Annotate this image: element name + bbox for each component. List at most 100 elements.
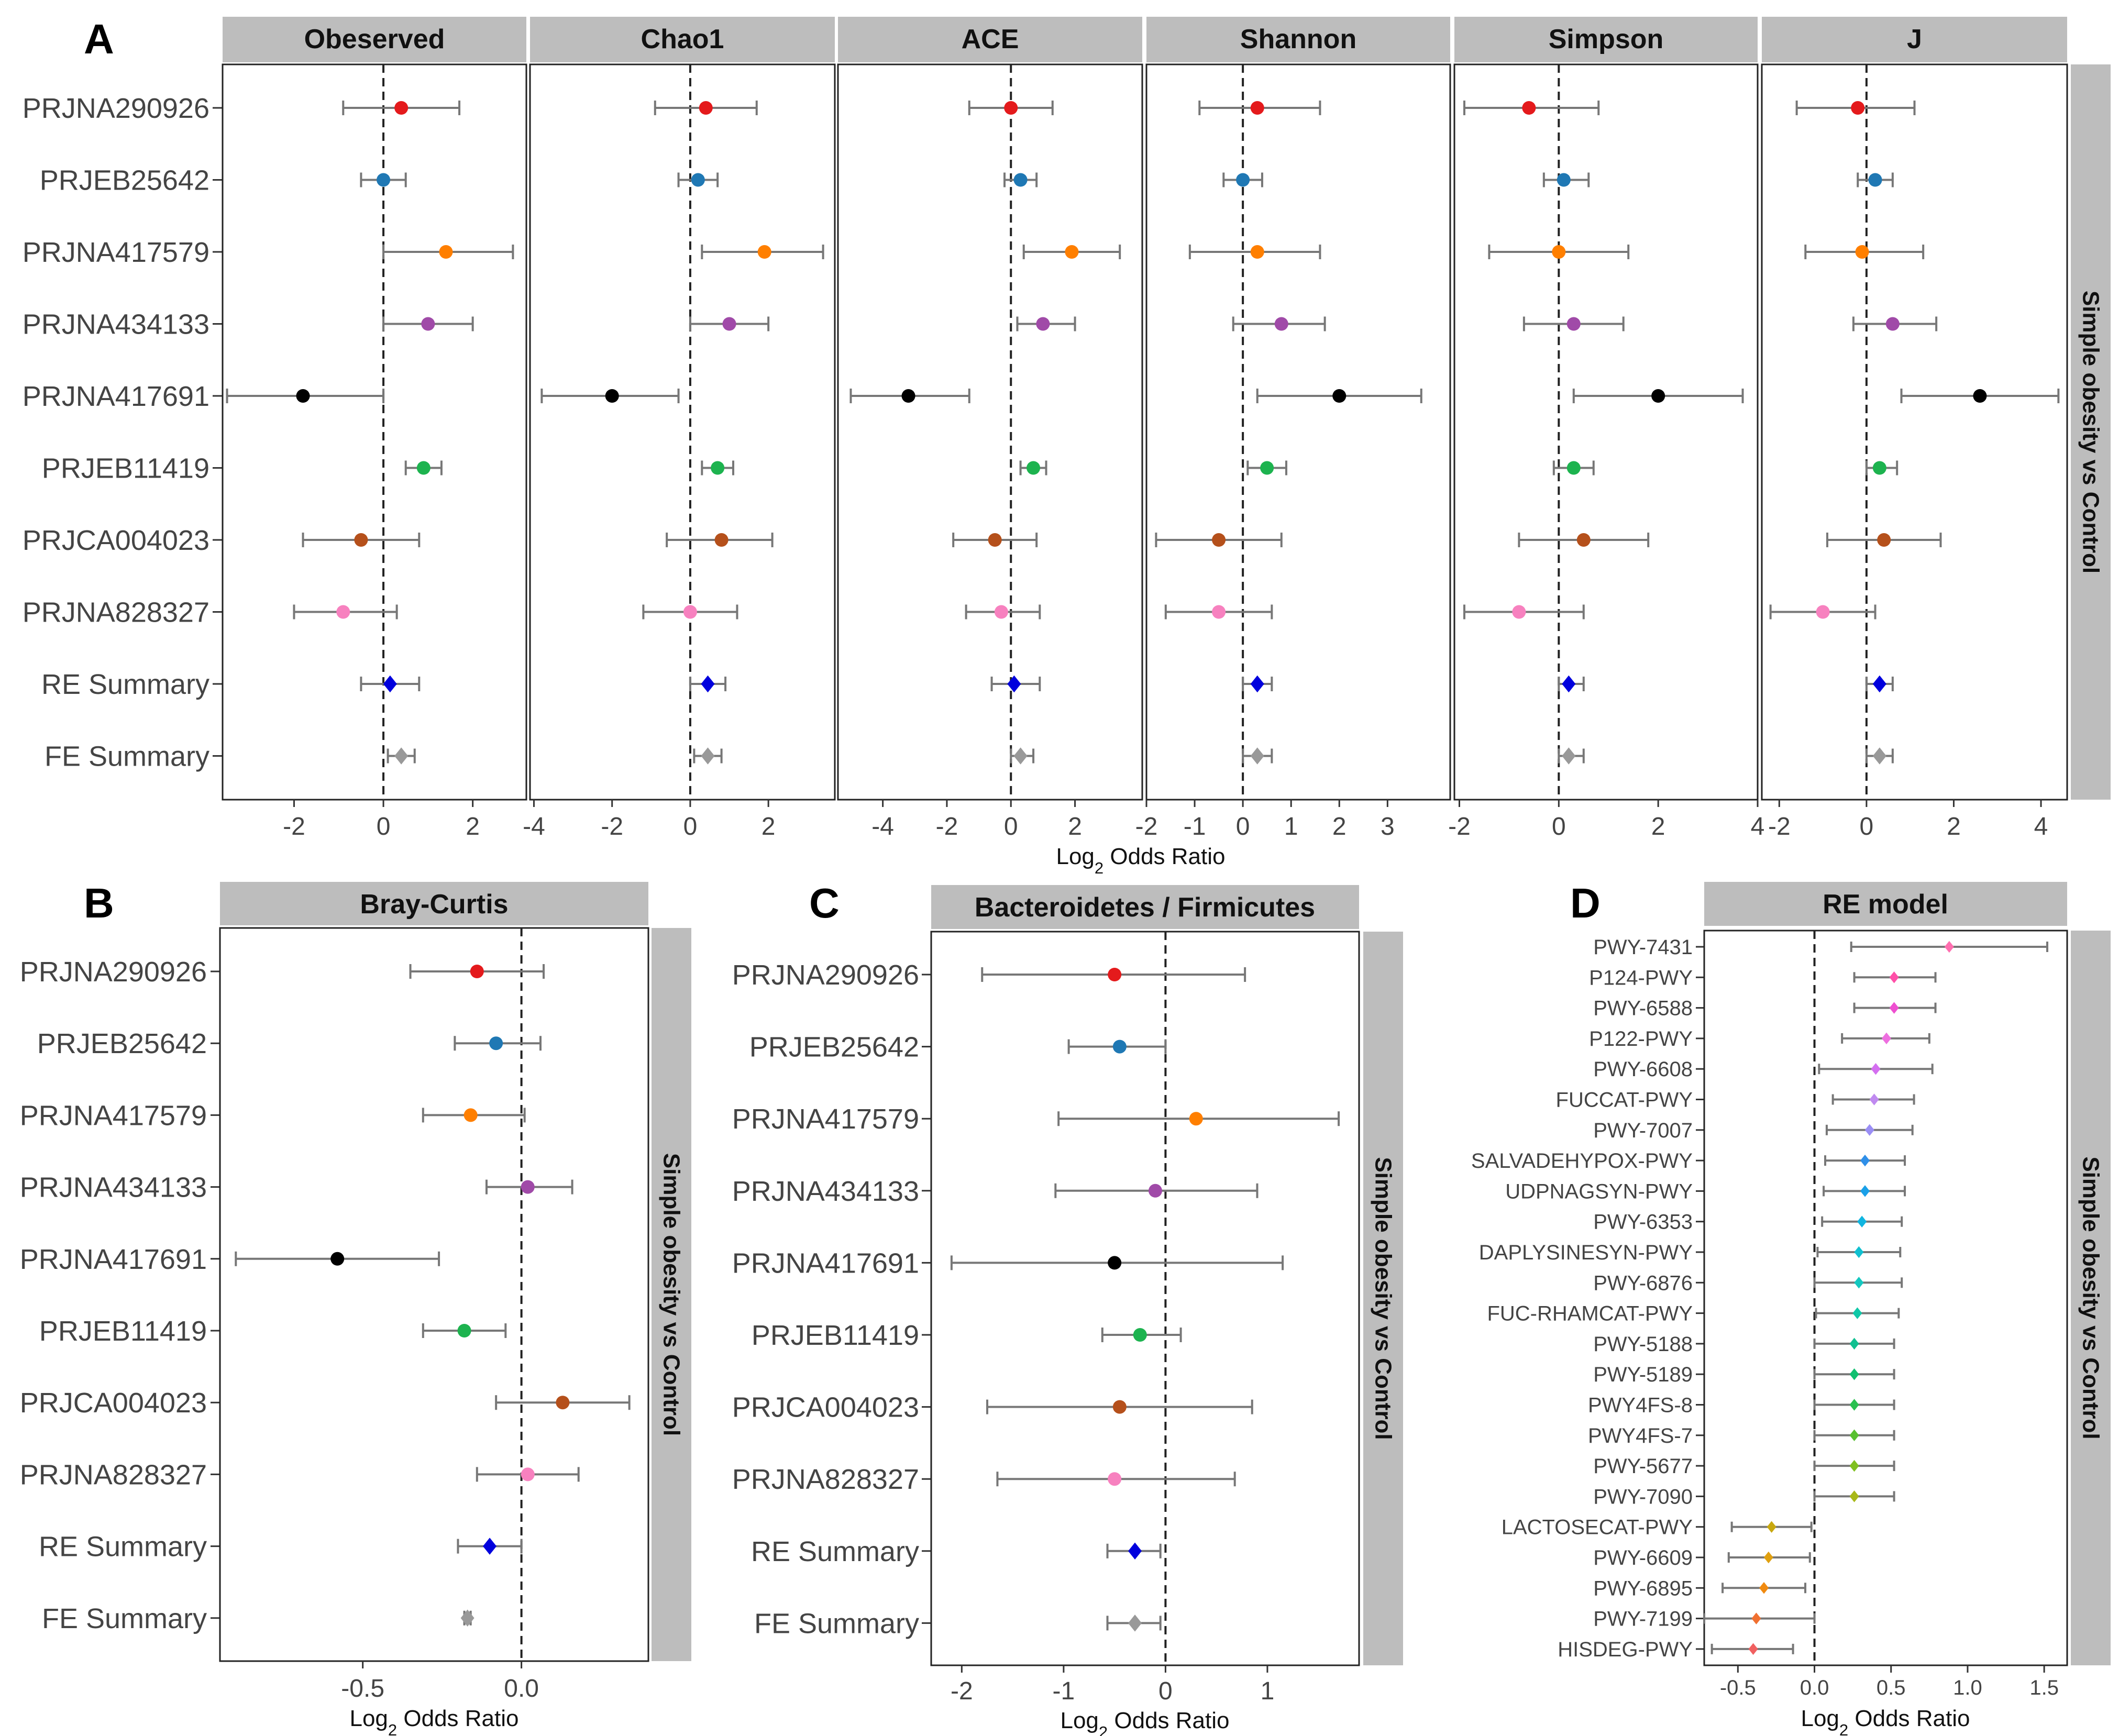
point-fe-summary <box>394 747 409 765</box>
point-pwy-6608 <box>1871 1063 1881 1075</box>
point-prjna417579 <box>439 245 453 259</box>
panel-letter-d: D <box>1570 880 1601 926</box>
point-pwy-5677 <box>1849 1459 1859 1472</box>
y-label-udpnagsyn-pwy: UDPNAGSYN-PWY <box>1505 1180 1693 1203</box>
point-re-summary <box>483 1538 497 1555</box>
facet-strip <box>1146 17 1450 62</box>
point-re-summary <box>1872 675 1886 693</box>
facet-title: Chao1 <box>641 24 724 54</box>
x-tick-label: 1 <box>1284 813 1298 841</box>
y-label-lactosecat-pwy: LACTOSECAT-PWY <box>1502 1516 1693 1539</box>
panel-border <box>529 63 836 801</box>
y-label-prjna417691: PRJNA417691 <box>20 1244 207 1275</box>
x-tick-label: -2 <box>1768 813 1791 841</box>
x-tick-label: -2 <box>1448 813 1471 841</box>
point-prjna417579 <box>1189 1112 1203 1126</box>
axis-title-log: Log <box>1056 844 1094 869</box>
point-pwy-6876 <box>1854 1277 1864 1289</box>
axis-title-subscript: 2 <box>388 1721 397 1736</box>
point-prjna417579 <box>1065 245 1079 259</box>
point-prjna828327 <box>336 605 350 619</box>
facet-title: ACE <box>962 24 1019 54</box>
x-tick-label: 1.0 <box>1953 1676 1982 1699</box>
panel-border <box>930 931 1360 1666</box>
facet-side-strip <box>1363 932 1403 1665</box>
panel-border <box>1453 63 1759 801</box>
facet-strip <box>223 17 526 62</box>
point-prjna434133 <box>1885 317 1900 331</box>
point-prjna828327 <box>1108 1472 1122 1486</box>
y-label-daplysinesyn-pwy: DAPLYSINESYN-PWY <box>1479 1241 1693 1264</box>
point-prjna434133 <box>1566 317 1581 331</box>
y-label-prjeb11419: PRJEB11419 <box>42 453 209 484</box>
x-tick-label: 2 <box>1332 813 1347 841</box>
axis-title-odds-ratio: Odds Ratio <box>397 1706 518 1731</box>
facet-title: RE model <box>1823 889 1948 920</box>
point-pwy-7431 <box>1944 941 1954 953</box>
y-label-re-summary: RE Summary <box>39 1531 207 1563</box>
point-prjeb25642 <box>1557 173 1571 187</box>
x-tick-label: -2 <box>601 813 623 841</box>
y-label-prjna828327: PRJNA828327 <box>20 1459 207 1490</box>
x-tick-label: -1 <box>1053 1677 1075 1705</box>
point-prjna417691 <box>1332 389 1347 403</box>
point-prjna417579 <box>1855 245 1869 259</box>
point-pwy-6588 <box>1889 1002 1899 1014</box>
point-p122-pwy <box>1881 1032 1891 1045</box>
point-pwy4fs-8 <box>1849 1399 1859 1411</box>
point-pwy-6353 <box>1857 1215 1867 1228</box>
facet-title: Obeserved <box>304 24 445 54</box>
x-tick-label: -4 <box>871 813 894 841</box>
point-pwy-7199 <box>1751 1612 1761 1624</box>
y-label-fuccat-pwy: FUCCAT-PWY <box>1556 1089 1693 1112</box>
panel-letter-c: C <box>809 880 840 926</box>
point-pwy-5188 <box>1849 1337 1859 1350</box>
point-salvadehypox-pwy <box>1860 1154 1870 1167</box>
point-re-summary <box>1128 1542 1142 1560</box>
point-prjna290926 <box>1108 968 1122 981</box>
facet-side-label: Simple obesity vs Control <box>2078 291 2104 573</box>
facet-simpson: Simpson -2 0 2 4 <box>1448 17 1764 841</box>
y-label-prjeb25642: PRJEB25642 <box>37 1028 207 1059</box>
point-fe-summary <box>1562 747 1576 765</box>
y-label-prjca004023: PRJCA004023 <box>23 525 209 556</box>
facet-title: Bacteroidetes / Firmicutes <box>975 892 1315 923</box>
point-prjna828327 <box>683 605 697 619</box>
y-label-prjca004023: PRJCA004023 <box>732 1392 919 1423</box>
point-prjna290926 <box>1851 101 1865 115</box>
point-prjna417579 <box>757 245 771 259</box>
point-prjca004023 <box>714 533 729 547</box>
point-prjca004023 <box>1576 533 1591 547</box>
x-tick-label: -2 <box>951 1677 973 1705</box>
point-lactosecat-pwy <box>1767 1521 1776 1533</box>
point-prjna417691 <box>296 389 310 403</box>
panel-letter-b: B <box>84 880 114 926</box>
facet-title: Bray-Curtis <box>360 889 508 920</box>
y-label-prjeb11419: PRJEB11419 <box>39 1315 207 1347</box>
y-label-pwy-6608: PWY-6608 <box>1593 1058 1693 1081</box>
axis-title-subscript: 2 <box>1099 1723 1108 1736</box>
y-label-pwy-5188: PWY-5188 <box>1593 1333 1693 1356</box>
point-hisdeg-pwy <box>1748 1643 1758 1655</box>
facet-title: J <box>1907 24 1922 54</box>
x-tick-label: -0.5 <box>341 1675 384 1702</box>
facet-j: J -2 0 2 4 <box>1761 17 2068 841</box>
point-pwy-6895 <box>1759 1582 1769 1594</box>
point-prjca004023 <box>1112 1400 1127 1414</box>
point-prjca004023 <box>354 533 368 547</box>
y-label-pwy-6353: PWY-6353 <box>1593 1211 1693 1234</box>
y-label-pwy-6876: PWY-6876 <box>1593 1271 1693 1295</box>
y-label-prjna434133: PRJNA434133 <box>23 309 209 340</box>
facet-strip <box>1454 17 1758 62</box>
point-udpnagsyn-pwy <box>1860 1185 1870 1197</box>
axis-title-subscript: 2 <box>1095 859 1103 877</box>
point-prjca004023 <box>556 1396 570 1410</box>
x-tick-label: 2 <box>1068 813 1082 841</box>
point-prjna417691 <box>1651 389 1665 403</box>
point-prjeb11419 <box>1027 461 1041 475</box>
panel-border <box>1703 930 2068 1666</box>
facet-side-label: Simple obesity vs Control <box>2078 1156 2104 1439</box>
panel-border <box>219 927 649 1662</box>
x-tick-label: 0 <box>1552 813 1566 841</box>
